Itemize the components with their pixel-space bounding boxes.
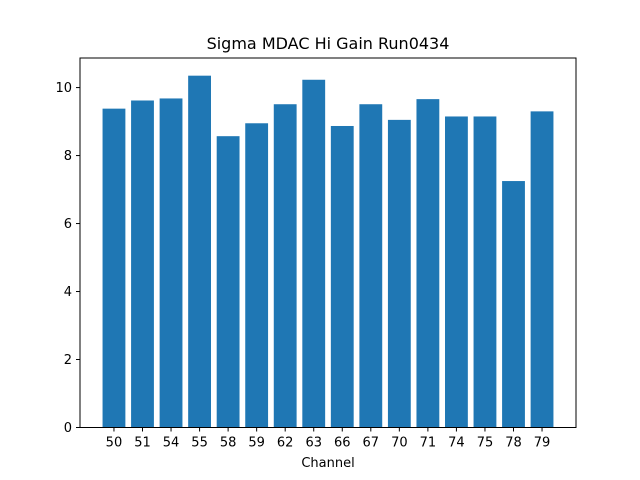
y-tick-label: 2 — [64, 353, 72, 368]
bar-channel-67 — [359, 104, 383, 428]
y-tick-label: 8 — [64, 149, 72, 164]
bar-channel-71 — [416, 99, 440, 428]
bars-group — [102, 75, 554, 428]
bar-channel-62 — [273, 104, 297, 428]
bar-channel-70 — [387, 119, 411, 428]
x-tick-label: 55 — [191, 436, 208, 451]
plot-frame — [79, 57, 577, 428]
bar-channel-66 — [330, 125, 354, 428]
y-tick-label: 6 — [64, 217, 72, 232]
y-axis-ticks: 0 2 4 6 8 10 — [55, 81, 80, 436]
x-tick-label: 79 — [534, 436, 551, 451]
bar-channel-50 — [102, 108, 126, 428]
y-tick-label: 0 — [64, 421, 72, 436]
bar-channel-75 — [473, 116, 497, 428]
x-tick-label: 62 — [277, 436, 294, 451]
bar-channel-63 — [302, 79, 326, 428]
x-tick-label: 78 — [505, 436, 522, 451]
x-axis-label: Channel — [301, 456, 354, 471]
x-tick-label: 71 — [420, 436, 437, 451]
bar-channel-58 — [216, 136, 240, 428]
x-tick-label: 59 — [248, 436, 265, 451]
chart-title: Sigma MDAC Hi Gain Run0434 — [207, 34, 450, 53]
y-tick-label: 10 — [55, 81, 72, 96]
x-tick-label: 54 — [163, 436, 180, 451]
x-tick-label: 67 — [363, 436, 380, 451]
x-tick-label: 66 — [334, 436, 351, 451]
x-axis-ticks: 50 51 54 55 58 59 62 63 66 67 70 71 74 75 78 79 — [106, 427, 551, 451]
x-tick-label: 70 — [391, 436, 408, 451]
x-tick-label: 50 — [106, 436, 123, 451]
bar-channel-79 — [530, 111, 554, 428]
bar-channel-78 — [502, 181, 525, 428]
x-tick-label: 63 — [305, 436, 322, 451]
bar-channel-74 — [445, 116, 468, 428]
x-tick-label: 51 — [134, 436, 151, 451]
bar-channel-54 — [159, 98, 183, 428]
bar-channel-55 — [188, 75, 211, 428]
x-tick-label: 58 — [220, 436, 237, 451]
x-tick-label: 75 — [477, 436, 494, 451]
y-tick-label: 4 — [64, 285, 72, 300]
bar-channel-51 — [131, 100, 154, 428]
bar-channel-59 — [245, 123, 269, 428]
x-tick-label: 74 — [448, 436, 465, 451]
